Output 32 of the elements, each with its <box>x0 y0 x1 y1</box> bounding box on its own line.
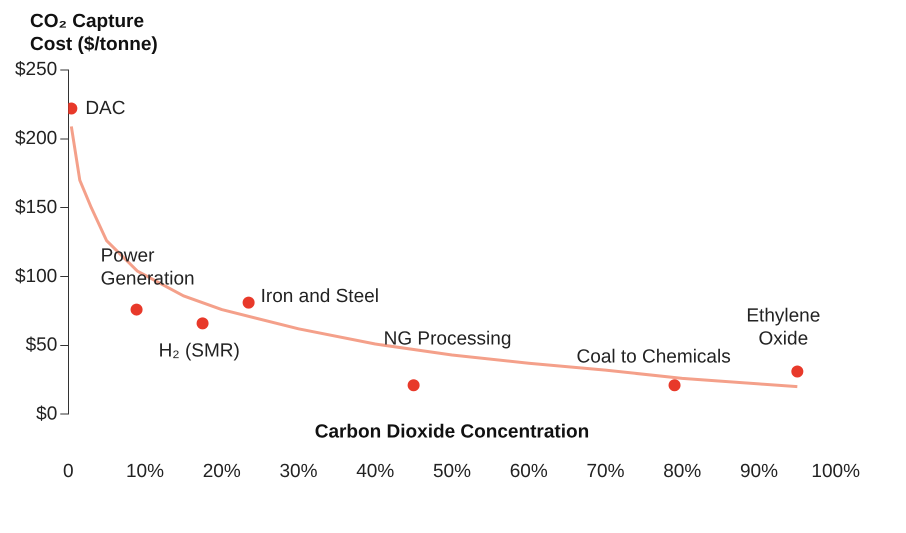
y-tick-label: $250 <box>14 59 58 80</box>
x-tick-label: 10% <box>126 460 164 482</box>
point <box>791 366 804 378</box>
y-tick-label: $100 <box>14 266 58 287</box>
x-tick-label: 80% <box>663 460 702 482</box>
x-tick-label: 50% <box>432 460 472 482</box>
x-tick-label: 20% <box>202 460 241 482</box>
point <box>130 304 143 316</box>
y-tick-label: $150 <box>14 196 58 218</box>
x-tick-label: 90% <box>740 460 778 482</box>
x-tick-label: 30% <box>279 460 318 482</box>
y-tick-label: $50 <box>26 334 58 356</box>
annotation: H₂ (SMR) <box>158 340 240 362</box>
annotation: Iron and Steel <box>260 286 379 307</box>
point <box>242 296 255 309</box>
annotation: Coal to Chemicals <box>576 346 731 368</box>
x-tick-label: 60% <box>510 460 548 482</box>
x-axis-title: Carbon Dioxide Concentration <box>314 421 590 442</box>
x-tick-label: 100% <box>811 460 860 482</box>
point <box>668 379 681 392</box>
y-tick-label: $200 <box>14 128 58 150</box>
annotation: NG Processing <box>384 328 512 350</box>
annotation: DAC <box>85 98 126 119</box>
x-tick-label: 0 <box>62 460 74 482</box>
annotation: Power Generation <box>100 245 195 290</box>
annotation: Ethylene Oxide <box>746 305 820 350</box>
y-tick-label: $0 <box>36 403 58 424</box>
point <box>196 317 209 330</box>
y-axis-title: CO₂ Capture Cost ($/tonne) <box>30 10 159 56</box>
x-tick-label: 40% <box>356 460 394 482</box>
x-tick-label: 70% <box>586 460 625 482</box>
point <box>408 379 420 392</box>
